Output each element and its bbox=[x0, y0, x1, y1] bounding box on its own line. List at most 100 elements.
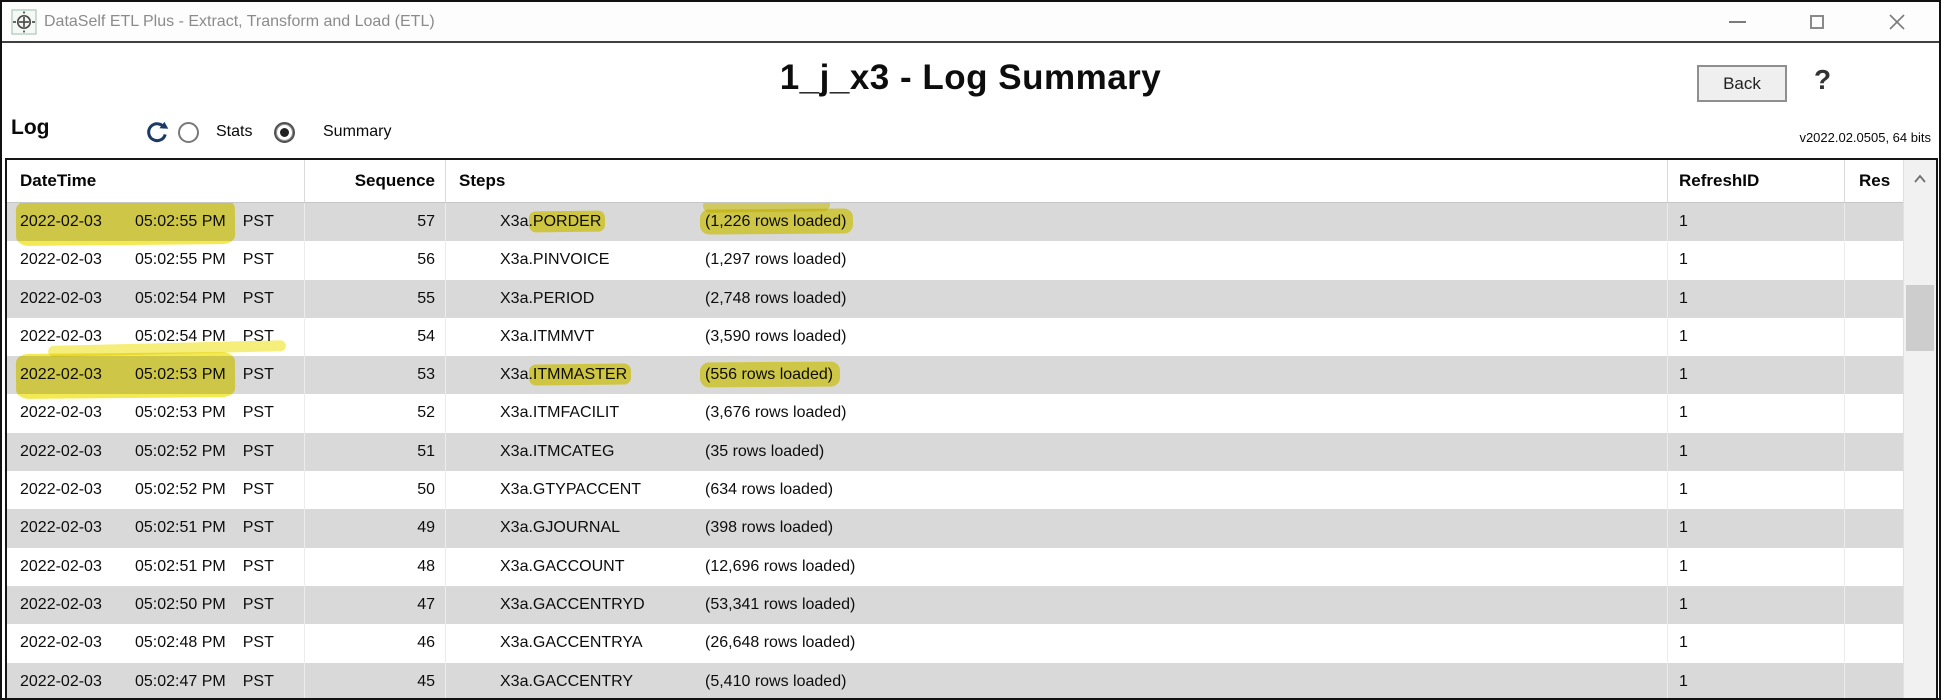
version-text: v2022.02.0505, 64 bits bbox=[1799, 130, 1931, 145]
refreshid-cell: 1 bbox=[1668, 547, 1845, 586]
datetime-cell: 2022-02-03 05:02:50 PM PST bbox=[7, 585, 305, 625]
log-row[interactable]: 2022-02-03 05:02:54 PM PST 54 X3a.ITMMVT (3,5… bbox=[7, 317, 1903, 357]
result-cell bbox=[1845, 318, 1903, 356]
log-row[interactable]: 2022-02-03 05:02:53 PM PST 52 X3a.ITMFACILIT… bbox=[7, 394, 1903, 433]
minimize-icon bbox=[1728, 20, 1746, 23]
datetime-cell: 2022-02-03 05:02:48 PM PST bbox=[7, 624, 305, 663]
log-row[interactable]: 2022-02-03 05:02:55 PM PST 57 X3a.PORDER (1,2… bbox=[7, 203, 1903, 242]
datetime-cell: 2022-02-03 05:02:52 PM PST bbox=[7, 471, 305, 510]
sequence-cell: 54 bbox=[305, 317, 446, 357]
result-cell bbox=[1845, 624, 1903, 662]
sequence-cell: 53 bbox=[305, 356, 446, 395]
radio-stats-label[interactable]: Stats bbox=[216, 123, 253, 140]
steps-cell: X3a.ITMCATEG (35 rows loaded) bbox=[446, 432, 1668, 472]
scroll-up-button[interactable] bbox=[1904, 160, 1936, 197]
result-cell bbox=[1845, 280, 1903, 318]
refreshid-cell: 1 bbox=[1668, 317, 1845, 357]
sequence-cell: 55 bbox=[305, 279, 446, 318]
result-cell bbox=[1845, 663, 1903, 698]
close-icon bbox=[1889, 13, 1905, 30]
datetime-cell: 2022-02-03 05:02:54 PM PST bbox=[7, 279, 305, 318]
refreshid-cell: 1 bbox=[1668, 356, 1845, 395]
datetime-cell: 2022-02-03 05:02:52 PM PST bbox=[7, 432, 305, 472]
result-cell bbox=[1845, 394, 1903, 432]
result-cell bbox=[1845, 203, 1903, 241]
steps-cell: X3a.GJOURNAL (398 rows loaded) bbox=[446, 509, 1668, 548]
log-table-body: 2022-02-03 05:02:55 PM PST 57 X3a.PORDER (1,2… bbox=[7, 203, 1903, 698]
refreshid-cell: 1 bbox=[1668, 585, 1845, 625]
radio-stats[interactable] bbox=[178, 122, 199, 143]
log-row[interactable]: 2022-02-03 05:02:51 PM PST 49 X3a.GJOURNAL (3… bbox=[7, 509, 1903, 548]
steps-cell: X3a.GACCENTRYD (53,341 rows loaded) bbox=[446, 585, 1668, 625]
log-row[interactable]: 2022-02-03 05:02:54 PM PST 55 X3a.PERIOD (2,7… bbox=[7, 279, 1903, 318]
sequence-cell: 52 bbox=[305, 394, 446, 433]
log-row[interactable]: 2022-02-03 05:02:55 PM PST 56 X3a.PINVOICE (1… bbox=[7, 241, 1903, 280]
log-table-header: DateTime Sequence Steps RefreshID Res bbox=[7, 160, 1903, 203]
log-row[interactable]: 2022-02-03 05:02:52 PM PST 50 X3a.GTYPACCENT… bbox=[7, 471, 1903, 510]
column-header-datetime[interactable]: DateTime bbox=[7, 160, 305, 202]
column-header-refreshid[interactable]: RefreshID bbox=[1668, 160, 1845, 202]
datetime-cell: 2022-02-03 05:02:53 PM PST bbox=[7, 356, 305, 395]
steps-cell: X3a.GACCENTRY (5,410 rows loaded) bbox=[446, 662, 1668, 698]
log-row[interactable]: 2022-02-03 05:02:48 PM PST 46 X3a.GACCENTRYA… bbox=[7, 624, 1903, 663]
column-header-res[interactable]: Res bbox=[1859, 171, 1891, 190]
column-header-sequence[interactable]: Sequence bbox=[305, 160, 446, 202]
log-row[interactable]: 2022-02-03 05:02:51 PM PST 48 X3a.GACCOUNT (1… bbox=[7, 547, 1903, 586]
result-cell bbox=[1845, 433, 1903, 471]
datetime-cell: 2022-02-03 05:02:47 PM PST bbox=[7, 662, 305, 698]
steps-cell: X3a.GACCOUNT (12,696 rows loaded) bbox=[446, 547, 1668, 586]
sequence-cell: 48 bbox=[305, 547, 446, 586]
log-row[interactable]: 2022-02-03 05:02:47 PM PST 45 X3a.GACCENTRY(… bbox=[7, 662, 1903, 698]
maximize-button[interactable] bbox=[1786, 2, 1848, 41]
sequence-cell: 57 bbox=[305, 203, 446, 242]
refreshid-cell: 1 bbox=[1668, 624, 1845, 663]
close-button[interactable] bbox=[1866, 2, 1928, 41]
result-cell bbox=[1845, 509, 1903, 547]
datetime-cell: 2022-02-03 05:02:55 PM PST bbox=[7, 241, 305, 280]
sequence-cell: 47 bbox=[305, 585, 446, 625]
crosshair-target-icon bbox=[11, 9, 37, 35]
minimize-button[interactable] bbox=[1706, 2, 1768, 41]
refresh-icon[interactable] bbox=[144, 119, 169, 144]
refreshid-cell: 1 bbox=[1668, 662, 1845, 698]
refreshid-cell: 1 bbox=[1668, 203, 1845, 242]
sequence-cell: 50 bbox=[305, 471, 446, 510]
datetime-cell: 2022-02-03 05:02:51 PM PST bbox=[7, 509, 305, 548]
back-button[interactable]: Back bbox=[1697, 65, 1787, 102]
window-title: DataSelf ETL Plus - Extract, Transform a… bbox=[44, 13, 435, 30]
refreshid-cell: 1 bbox=[1668, 471, 1845, 510]
result-cell bbox=[1845, 586, 1903, 624]
steps-cell: X3a.ITMMASTER (556 rows loaded) bbox=[446, 356, 1668, 395]
scrollbar-thumb[interactable] bbox=[1906, 285, 1934, 351]
log-row[interactable]: 2022-02-03 05:02:53 PM PST 53 X3a.ITMMASTER(… bbox=[7, 356, 1903, 395]
radio-summary[interactable] bbox=[274, 122, 295, 143]
log-row[interactable]: 2022-02-03 05:02:50 PM PST 47 X3a.GACCENTRYD… bbox=[7, 585, 1903, 625]
steps-cell: X3a.ITMMVT (3,590 rows loaded) bbox=[446, 317, 1668, 357]
sequence-cell: 56 bbox=[305, 241, 446, 280]
steps-cell: X3a.ITMFACILIT (3,676 rows loaded) bbox=[446, 394, 1668, 433]
sequence-cell: 51 bbox=[305, 432, 446, 472]
refreshid-cell: 1 bbox=[1668, 432, 1845, 472]
radio-summary-label[interactable]: Summary bbox=[323, 123, 392, 140]
log-row[interactable]: 2022-02-03 05:02:52 PM PST 51 X3a.ITMCATEG (3… bbox=[7, 432, 1903, 472]
maximize-icon bbox=[1810, 14, 1824, 29]
refreshid-cell: 1 bbox=[1668, 394, 1845, 433]
refreshid-cell: 1 bbox=[1668, 279, 1845, 318]
log-section-label: Log bbox=[11, 116, 50, 139]
sequence-cell: 45 bbox=[305, 662, 446, 698]
result-cell bbox=[1845, 356, 1903, 394]
chevron-up-icon bbox=[1914, 174, 1926, 183]
help-icon[interactable]: ? bbox=[1814, 64, 1832, 95]
titlebar: DataSelf ETL Plus - Extract, Transform a… bbox=[2, 2, 1939, 43]
steps-cell: X3a.PORDER (1,226 rows loaded) bbox=[446, 203, 1668, 242]
datetime-cell: 2022-02-03 05:02:51 PM PST bbox=[7, 547, 305, 586]
datetime-cell: 2022-02-03 05:02:54 PM PST bbox=[7, 317, 305, 357]
page-title: 1_j_x3 - Log Summary bbox=[779, 58, 1162, 97]
steps-cell: X3a.PERIOD (2,748 rows loaded) bbox=[446, 279, 1668, 318]
column-header-steps[interactable]: Steps bbox=[446, 160, 1668, 202]
result-cell bbox=[1845, 471, 1903, 509]
vertical-scrollbar[interactable] bbox=[1903, 160, 1936, 698]
result-cell bbox=[1845, 548, 1903, 586]
datetime-cell: 2022-02-03 05:02:53 PM PST bbox=[7, 394, 305, 433]
